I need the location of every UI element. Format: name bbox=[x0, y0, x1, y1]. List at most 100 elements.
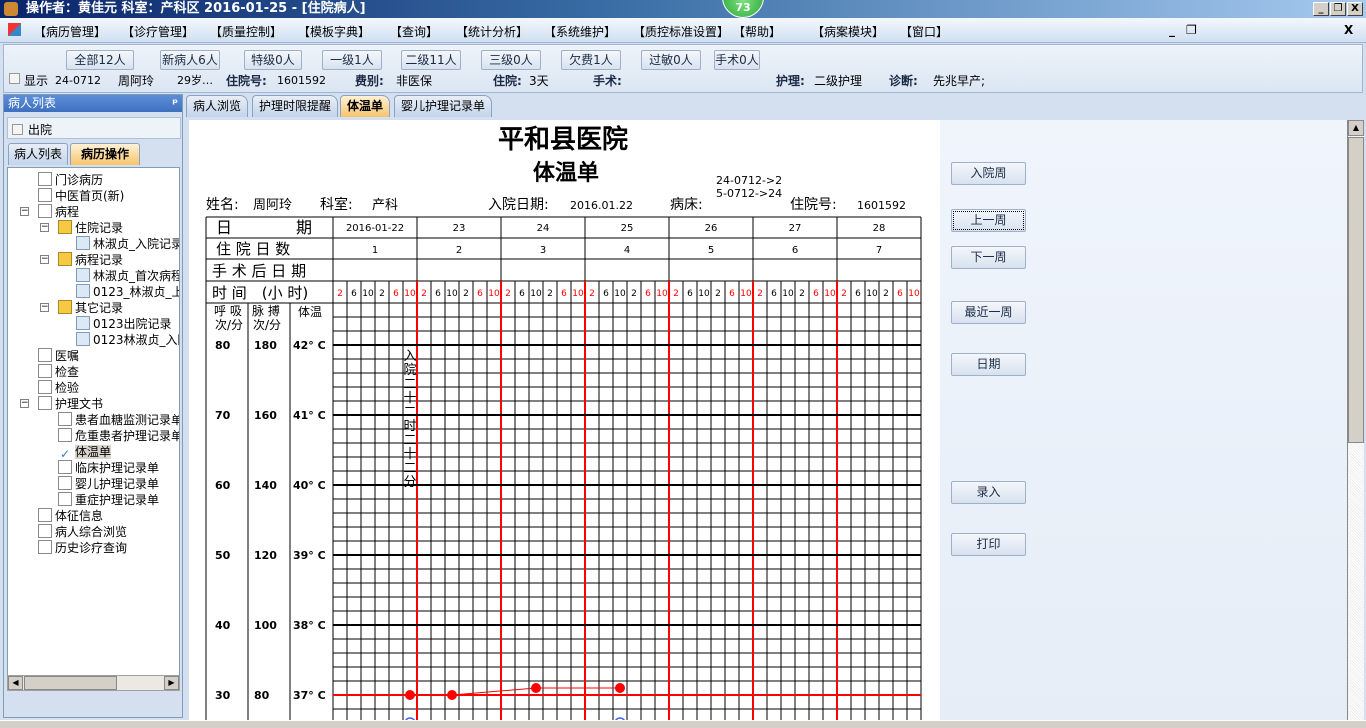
menu-qc-settings[interactable]: 【质控标准设置】 bbox=[633, 25, 730, 39]
close-button[interactable]: X bbox=[1347, 2, 1363, 16]
mdi-minimize-button[interactable]: _ bbox=[1169, 23, 1175, 37]
hour-label: 2 bbox=[547, 289, 553, 299]
minimize-button[interactable]: _ bbox=[1313, 2, 1329, 16]
previous-week-button[interactable]: 上一周 bbox=[951, 209, 1026, 232]
tree-item-label: 临床护理记录单 bbox=[75, 461, 160, 475]
menu-help[interactable]: 【帮助】 bbox=[733, 25, 782, 39]
tree-item[interactable]: 林淑贞_首次病程 bbox=[76, 268, 179, 284]
tree-item[interactable]: 0123林淑贞_入院 bbox=[76, 332, 179, 348]
tree-item[interactable]: − 其它记录 bbox=[40, 300, 123, 316]
filter-level2-button[interactable]: 二级11人 bbox=[401, 50, 461, 70]
menu-case-module[interactable]: 【病案模块】 bbox=[812, 25, 885, 39]
tree-item[interactable]: 患者血糖监测记录单 bbox=[58, 412, 179, 428]
filter-level3-button[interactable]: 三级0人 bbox=[481, 50, 541, 70]
tree-item[interactable]: 0123出院记录 bbox=[76, 316, 172, 332]
hospital-day-label: 7 bbox=[876, 245, 882, 256]
filter-all-button[interactable]: 全部12人 bbox=[66, 50, 134, 70]
right-panel: 入院周 上一周 下一周 最近一周 日期 录入 打印 bbox=[940, 120, 1347, 720]
scroll-left-icon[interactable]: ◀ bbox=[8, 676, 23, 690]
scroll-thumb[interactable] bbox=[24, 676, 117, 690]
tab-temperature-sheet[interactable]: 体温单 bbox=[340, 95, 391, 117]
filter-surgery-button[interactable]: 手术0人 bbox=[714, 50, 760, 70]
collapse-icon[interactable]: − bbox=[40, 302, 49, 312]
filter-allergy-button[interactable]: 过敏0人 bbox=[641, 50, 701, 70]
filter-arrears-button[interactable]: 欠费1人 bbox=[561, 50, 621, 70]
tree-item[interactable]: 婴儿护理记录单 bbox=[58, 476, 159, 492]
tab-infant-nursing[interactable]: 婴儿护理记录单 bbox=[394, 95, 493, 117]
tree-item[interactable]: − 病程 bbox=[20, 204, 79, 220]
scroll-right-icon[interactable]: ▶ bbox=[164, 676, 179, 690]
hour-label: 2 bbox=[337, 289, 343, 299]
tree-item-label: 林淑贞_入院记录 bbox=[93, 237, 180, 251]
fee-type: 非医保 bbox=[396, 74, 433, 88]
tree-item[interactable]: 历史诊疗查询 bbox=[38, 540, 127, 556]
tree-horizontal-scrollbar[interactable]: ◀ ▶ bbox=[7, 675, 180, 691]
date-button[interactable]: 日期 bbox=[951, 353, 1026, 376]
page-icon bbox=[58, 460, 72, 474]
pulse-point bbox=[405, 717, 415, 720]
hospital-day-label: 3 bbox=[540, 245, 546, 256]
tree-item[interactable]: ✓ 体温单 bbox=[58, 444, 112, 461]
restore-button[interactable]: ❐ bbox=[1330, 2, 1346, 16]
temp-tick: 40° C bbox=[293, 479, 326, 492]
tree-item[interactable]: − 护理文书 bbox=[20, 396, 103, 412]
filter-special-button[interactable]: 特级0人 bbox=[244, 50, 302, 70]
menu-diagnosis[interactable]: 【诊疗管理】 bbox=[122, 25, 195, 39]
show-checkbox[interactable] bbox=[9, 73, 20, 84]
tree-item[interactable]: 危重患者护理记录单 bbox=[58, 428, 179, 444]
hour-label: 2 bbox=[799, 289, 805, 299]
collapse-icon[interactable]: − bbox=[40, 254, 49, 264]
scroll-up-icon[interactable]: ▲ bbox=[1348, 120, 1364, 136]
menu-statistics[interactable]: 【统计分析】 bbox=[456, 25, 529, 39]
tree-item[interactable]: 临床护理记录单 bbox=[58, 460, 159, 476]
tree-item[interactable]: 检查 bbox=[38, 364, 79, 380]
menu-quality[interactable]: 【质量控制】 bbox=[210, 25, 283, 39]
tree-item[interactable]: 林淑贞_入院记录 bbox=[76, 236, 180, 252]
tree-item[interactable]: 重症护理记录单 bbox=[58, 492, 159, 508]
menu-window[interactable]: 【窗口】 bbox=[900, 25, 949, 39]
next-week-button[interactable]: 下一周 bbox=[951, 246, 1026, 269]
tree-item-label: 重症护理记录单 bbox=[75, 493, 160, 507]
hour-label: 10 bbox=[740, 289, 752, 299]
collapse-icon[interactable]: − bbox=[20, 206, 29, 216]
tree-item[interactable]: − 住院记录 bbox=[40, 220, 123, 236]
filter-level1-button[interactable]: 一级1人 bbox=[322, 50, 382, 70]
collapse-icon[interactable]: − bbox=[40, 222, 49, 232]
filter-new-button[interactable]: 新病人6人 bbox=[160, 50, 220, 70]
enter-button[interactable]: 录入 bbox=[951, 481, 1026, 504]
tree-item[interactable]: 医嘱 bbox=[38, 348, 79, 364]
tree-item[interactable]: 0123_林淑贞_上级 bbox=[76, 284, 179, 300]
collapse-icon[interactable]: − bbox=[20, 398, 29, 408]
temperature-point bbox=[405, 690, 415, 700]
menu-templates[interactable]: 【模板字典】 bbox=[298, 25, 371, 39]
print-button[interactable]: 打印 bbox=[951, 533, 1026, 556]
hour-label: 10 bbox=[782, 289, 794, 299]
menu-medical-records[interactable]: 【病历管理】 bbox=[34, 25, 107, 39]
discharged-checkbox[interactable] bbox=[12, 124, 23, 135]
vertical-scrollbar[interactable]: ▲ bbox=[1347, 120, 1364, 720]
tab-patient-list[interactable]: 病人列表 bbox=[8, 143, 68, 165]
mdi-close-button[interactable]: X bbox=[1344, 23, 1354, 37]
tree-item[interactable]: 病人综合浏览 bbox=[38, 524, 127, 540]
hour-label: 10 bbox=[908, 289, 920, 299]
mdi-restore-button[interactable]: ❐ bbox=[1186, 23, 1197, 37]
admission-week-button[interactable]: 入院周 bbox=[951, 162, 1026, 185]
notification-badge[interactable]: 73 bbox=[722, 0, 764, 18]
show-label: 显示 bbox=[24, 74, 49, 88]
stay-days: 3天 bbox=[529, 74, 549, 88]
tree-item[interactable]: 检验 bbox=[38, 380, 79, 396]
tree-item[interactable]: − 病程记录 bbox=[40, 252, 123, 268]
tab-patient-browse[interactable]: 病人浏览 bbox=[186, 95, 249, 117]
browse-icon bbox=[38, 524, 52, 538]
menu-query[interactable]: 【查询】 bbox=[390, 25, 439, 39]
tab-record-operations[interactable]: 病历操作 bbox=[70, 143, 140, 165]
scroll-thumb[interactable] bbox=[1348, 137, 1364, 443]
admission-note: 分 bbox=[403, 475, 416, 490]
tab-nursing-reminder[interactable]: 护理时限提醒 bbox=[252, 95, 339, 117]
recent-week-button[interactable]: 最近一周 bbox=[951, 301, 1026, 324]
tree-item[interactable]: 中医首页(新) bbox=[38, 188, 124, 204]
tree-item[interactable]: 门诊病历 bbox=[38, 172, 103, 188]
menu-system[interactable]: 【系统维护】 bbox=[544, 25, 617, 39]
tree-item[interactable]: 体征信息 bbox=[38, 508, 103, 524]
pin-icon[interactable]: ᵖ bbox=[172, 96, 178, 110]
